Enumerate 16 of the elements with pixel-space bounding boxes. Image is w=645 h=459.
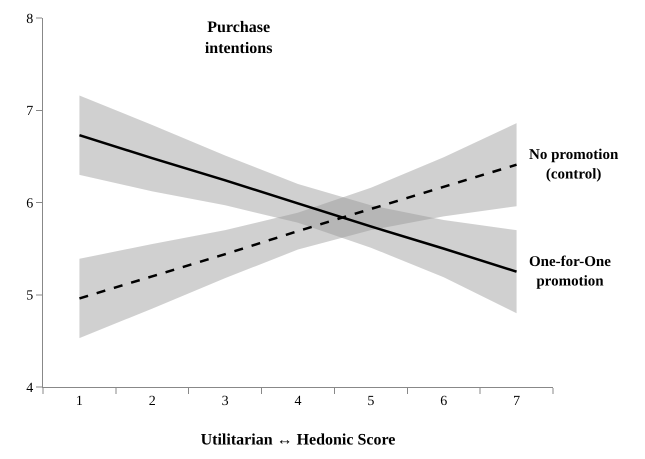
x-tick-label: 2 [148,394,156,409]
x-tick-label: 4 [294,394,302,409]
x-tick-label: 7 [513,394,520,409]
y-tick-label: 8 [26,12,34,27]
x-tick-label: 1 [76,394,83,409]
series-label: No promotion (control) [529,147,619,182]
text: Purchase intentions [204,19,272,57]
x-axis-title: Utilitarian ↔ Hedonic Score [200,432,396,448]
y-tick-label: 6 [26,196,34,212]
x-tick-label: 3 [222,394,229,409]
series-label: One-for-One promotion [529,254,612,290]
x-tick-label: 5 [367,394,374,409]
x-tick-label: 6 [440,394,448,409]
y-tick-label: 7 [26,104,34,120]
y-tick-label: 5 [26,288,34,304]
y-tick-label: 4 [26,380,34,396]
